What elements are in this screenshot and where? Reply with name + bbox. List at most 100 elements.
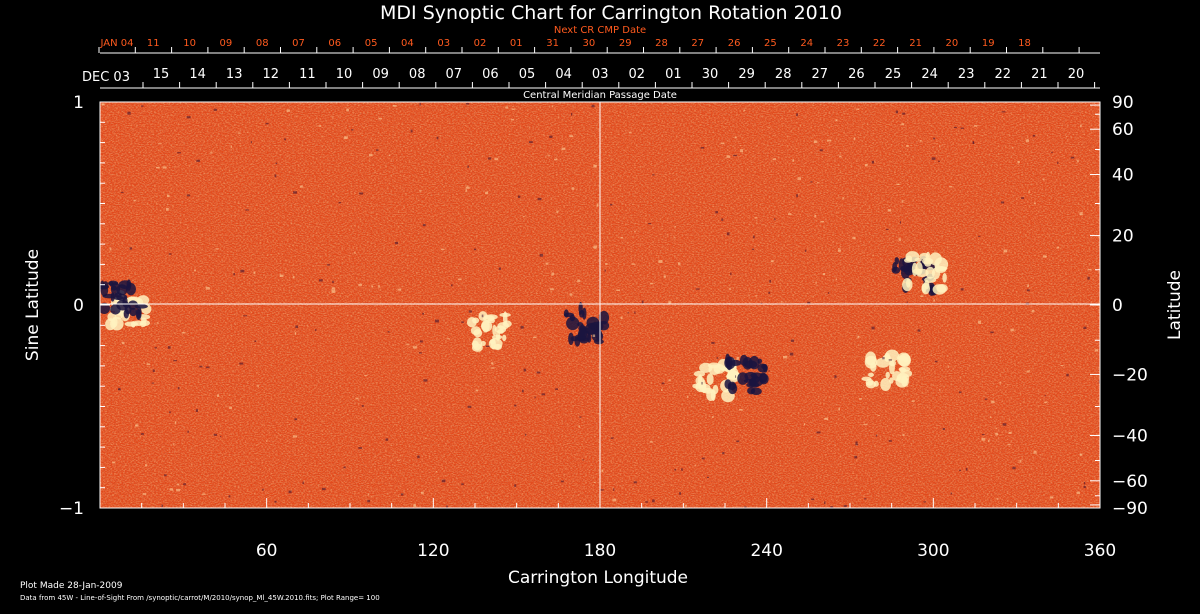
speckle bbox=[931, 157, 936, 160]
speckle bbox=[634, 230, 636, 233]
speckle bbox=[101, 103, 105, 106]
cmp-axis-tick-label: 06 bbox=[482, 67, 499, 82]
speckle bbox=[577, 279, 580, 283]
feature-blob bbox=[865, 380, 877, 389]
speckle bbox=[984, 398, 988, 400]
speckle bbox=[678, 262, 681, 266]
feature-blob bbox=[593, 338, 604, 345]
top-axis-tick-label: 31 bbox=[546, 38, 559, 49]
speckle bbox=[413, 504, 417, 508]
speckle bbox=[1027, 284, 1029, 288]
speckle bbox=[620, 316, 623, 320]
speckle bbox=[934, 360, 938, 363]
speckle bbox=[965, 467, 968, 471]
speckle bbox=[953, 126, 957, 129]
speckle bbox=[368, 153, 373, 157]
speckle bbox=[465, 189, 468, 192]
speckle bbox=[645, 501, 649, 503]
speckle bbox=[629, 131, 632, 134]
speckle bbox=[978, 235, 981, 237]
speckle bbox=[156, 322, 159, 324]
speckle bbox=[939, 144, 941, 148]
cmp-axis-tick-label: 26 bbox=[848, 67, 865, 82]
cmp-axis-tick-label: 30 bbox=[702, 67, 719, 82]
speckle bbox=[141, 105, 144, 107]
speckle bbox=[288, 490, 292, 494]
speckle bbox=[253, 271, 256, 274]
cmp-axis-tick-label: 14 bbox=[189, 67, 206, 82]
speckle bbox=[199, 359, 202, 361]
feature-blob bbox=[563, 309, 569, 318]
feature-blob bbox=[492, 324, 497, 336]
feature-blob bbox=[481, 319, 490, 333]
speckle bbox=[815, 281, 817, 285]
speckle bbox=[834, 375, 837, 379]
speckle bbox=[973, 125, 978, 127]
speckle bbox=[835, 278, 837, 281]
speckle bbox=[425, 437, 427, 440]
speckle bbox=[988, 440, 990, 443]
speckle bbox=[205, 366, 210, 369]
speckle bbox=[230, 145, 232, 148]
speckle bbox=[674, 468, 677, 471]
speckle bbox=[863, 423, 868, 426]
y-axis-tick-label: 1 bbox=[73, 93, 84, 113]
speckle bbox=[346, 108, 349, 112]
speckle bbox=[807, 301, 811, 305]
speckle bbox=[216, 394, 220, 397]
speckle bbox=[233, 272, 235, 276]
speckle bbox=[996, 498, 999, 500]
speckle bbox=[899, 221, 902, 224]
speckle bbox=[1077, 160, 1079, 163]
speckle bbox=[135, 424, 139, 427]
speckle bbox=[972, 141, 975, 144]
speckle bbox=[701, 381, 703, 385]
speckle bbox=[578, 425, 581, 428]
speckle bbox=[569, 135, 574, 138]
speckle bbox=[911, 400, 915, 403]
y2-axis-tick-label: 0 bbox=[1112, 296, 1123, 316]
speckle bbox=[440, 248, 445, 251]
cmp-start-label: DEC 03 bbox=[82, 70, 130, 85]
feature-blob bbox=[898, 366, 911, 372]
speckle bbox=[1070, 156, 1075, 159]
speckle bbox=[146, 363, 150, 366]
speckle bbox=[142, 493, 147, 495]
speckle bbox=[177, 387, 180, 390]
speckle bbox=[169, 488, 174, 491]
speckle bbox=[813, 140, 818, 144]
speckle bbox=[616, 289, 621, 292]
speckle bbox=[631, 263, 636, 265]
feature-blob bbox=[749, 355, 760, 370]
speckle bbox=[1083, 482, 1086, 485]
speckles bbox=[100, 102, 1100, 508]
feature-blob bbox=[480, 340, 486, 347]
speckle bbox=[1001, 111, 1006, 113]
speckle bbox=[129, 247, 133, 250]
speckle bbox=[187, 430, 189, 433]
speckle bbox=[417, 455, 420, 459]
speckle bbox=[856, 108, 860, 110]
feature-blob bbox=[497, 322, 509, 330]
speckle bbox=[354, 251, 356, 254]
speckle bbox=[534, 396, 536, 399]
top-axis: JAN 04 11 10 09 08 07 06 05 04 03 02 01 31 30 29 28 27 26… bbox=[98, 38, 1080, 53]
feature-blob bbox=[724, 379, 732, 389]
data-source-text: Data from 45W - Line-of-Sight From /syno… bbox=[20, 594, 380, 602]
speckle bbox=[266, 440, 268, 442]
speckle bbox=[972, 142, 975, 145]
speckle bbox=[243, 315, 248, 317]
speckle bbox=[990, 331, 994, 334]
speckle bbox=[720, 142, 725, 145]
speckle bbox=[250, 141, 252, 144]
feature-blob bbox=[861, 376, 872, 382]
speckle bbox=[658, 260, 663, 263]
feature-blob bbox=[484, 314, 498, 320]
speckle bbox=[435, 470, 438, 473]
speckle bbox=[593, 481, 596, 483]
speckle bbox=[505, 106, 509, 109]
speckle bbox=[388, 154, 391, 157]
speckle bbox=[550, 288, 554, 291]
speckle bbox=[397, 288, 402, 291]
speckle bbox=[902, 433, 905, 436]
